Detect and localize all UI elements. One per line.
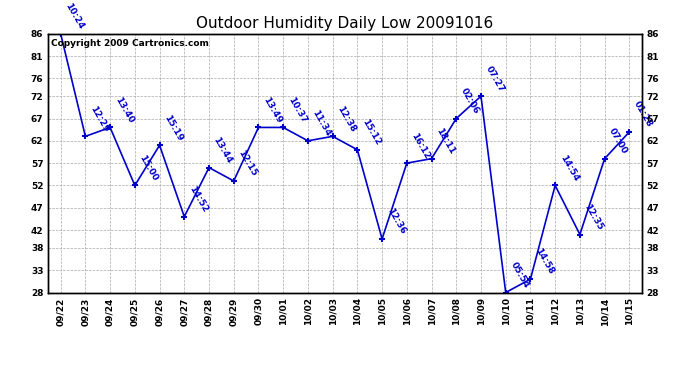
Text: 12:36: 12:36: [385, 207, 407, 236]
Text: 11:34: 11:34: [310, 109, 333, 138]
Text: 13:49: 13:49: [262, 95, 284, 124]
Text: 07:00: 07:00: [607, 127, 629, 156]
Text: 01:28: 01:28: [632, 100, 654, 129]
Text: Copyright 2009 Cartronics.com: Copyright 2009 Cartronics.com: [51, 39, 209, 48]
Text: 15:00: 15:00: [137, 154, 159, 183]
Text: 13:44: 13:44: [212, 135, 234, 165]
Text: 14:58: 14:58: [533, 247, 555, 276]
Text: 14:54: 14:54: [558, 153, 580, 183]
Title: Outdoor Humidity Daily Low 20091016: Outdoor Humidity Daily Low 20091016: [197, 16, 493, 31]
Text: 15:12: 15:12: [360, 118, 382, 147]
Text: 10:37: 10:37: [286, 95, 308, 124]
Text: 12:35: 12:35: [582, 202, 604, 232]
Text: 13:40: 13:40: [113, 95, 135, 124]
Text: 18:11: 18:11: [434, 127, 456, 156]
Text: 12:29: 12:29: [88, 104, 110, 134]
Text: 10:24: 10:24: [63, 2, 86, 31]
Text: 02:06: 02:06: [459, 87, 481, 116]
Text: 12:38: 12:38: [335, 104, 357, 134]
Text: 16:12: 16:12: [410, 131, 432, 160]
Text: 07:27: 07:27: [484, 64, 506, 93]
Text: 15:19: 15:19: [162, 113, 184, 142]
Text: 14:52: 14:52: [187, 184, 209, 214]
Text: 05:54: 05:54: [509, 260, 531, 290]
Text: 12:15: 12:15: [237, 149, 259, 178]
